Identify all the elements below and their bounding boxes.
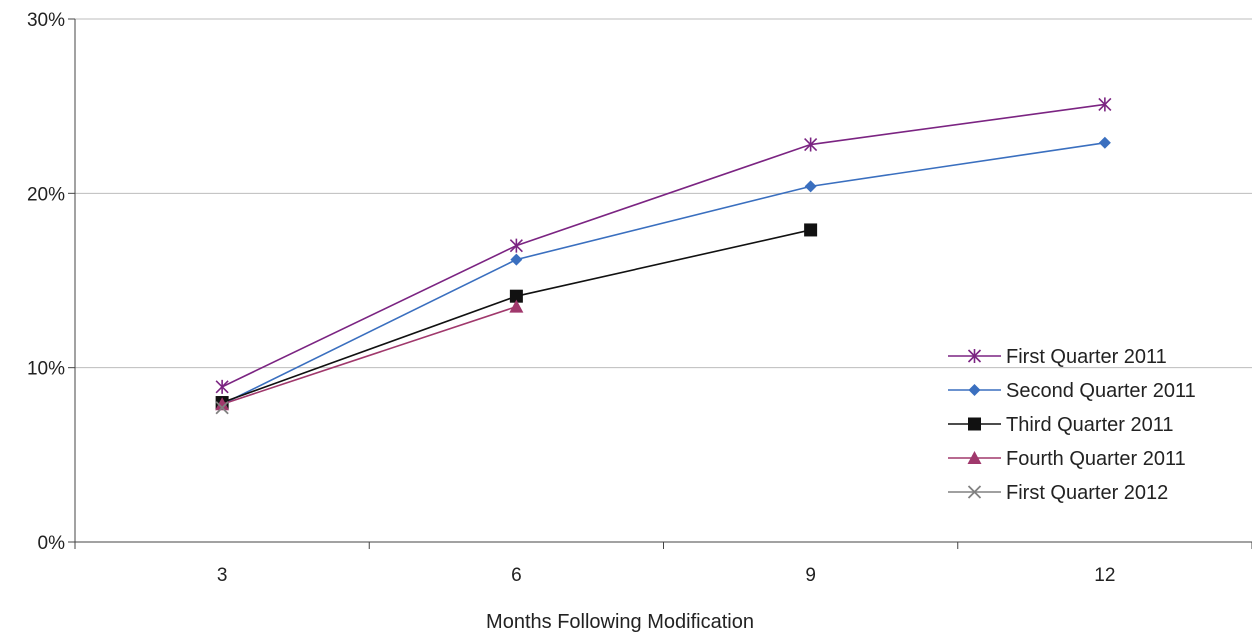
legend-entry: Second Quarter 2011: [948, 380, 1196, 402]
data-point: [1098, 136, 1111, 149]
y-tick-label: 20%: [27, 184, 65, 205]
legend-entry: Third Quarter 2011: [948, 414, 1174, 436]
legend-marker: [967, 349, 982, 363]
series-line: [221, 141, 1105, 405]
data-point: [215, 397, 230, 411]
data-point: [215, 379, 229, 394]
legend-label: Third Quarter 2011: [1006, 414, 1174, 436]
x-tick-label: 3: [217, 565, 228, 586]
legend-label: Second Quarter 2011: [1006, 380, 1196, 402]
series-line: [221, 305, 517, 406]
series-1: [215, 97, 1112, 394]
data-point: [509, 299, 524, 313]
legend-marker: [968, 384, 981, 396]
y-tick-label: 30%: [27, 10, 65, 31]
legend-entry: Fourth Quarter 2011: [948, 448, 1186, 470]
series-4: [215, 299, 524, 411]
data-point: [804, 180, 817, 193]
y-tick-label: 10%: [27, 359, 65, 380]
legend: First Quarter 2011 Second Quarter 2011 Thi…: [948, 346, 1196, 504]
legend-marker: [967, 451, 982, 464]
x-tick-label: 6: [511, 565, 522, 586]
y-axis-ticks: 0% 10% 20% 30%: [27, 10, 75, 554]
legend-label: Fourth Quarter 2011: [1006, 448, 1186, 470]
legend-label: First Quarter 2012: [1006, 482, 1168, 504]
series-5: [215, 401, 229, 415]
series-group: [215, 97, 1112, 415]
data-point: [804, 223, 818, 237]
data-point: [1098, 97, 1112, 112]
legend-label: First Quarter 2011: [1006, 346, 1167, 368]
data-point: [509, 289, 523, 303]
legend-entry: First Quarter 2011: [948, 346, 1167, 368]
x-tick-label: 12: [1094, 565, 1115, 586]
series-line: [221, 103, 1105, 388]
legend-marker: [967, 485, 982, 499]
series-2: [216, 136, 1111, 411]
data-point: [510, 253, 523, 266]
y-tick-label: 0%: [38, 533, 66, 554]
legend-entry: First Quarter 2012: [948, 482, 1168, 504]
data-point: [509, 238, 523, 253]
x-axis-ticks: 3 6 9 12: [74, 542, 1252, 586]
x-tick-label: 9: [805, 565, 816, 586]
gridlines: [75, 18, 1252, 369]
legend-marker: [968, 417, 981, 431]
data-point: [215, 401, 229, 415]
x-axis-title: Months Following Modification: [486, 611, 754, 633]
data-point: [804, 137, 818, 152]
